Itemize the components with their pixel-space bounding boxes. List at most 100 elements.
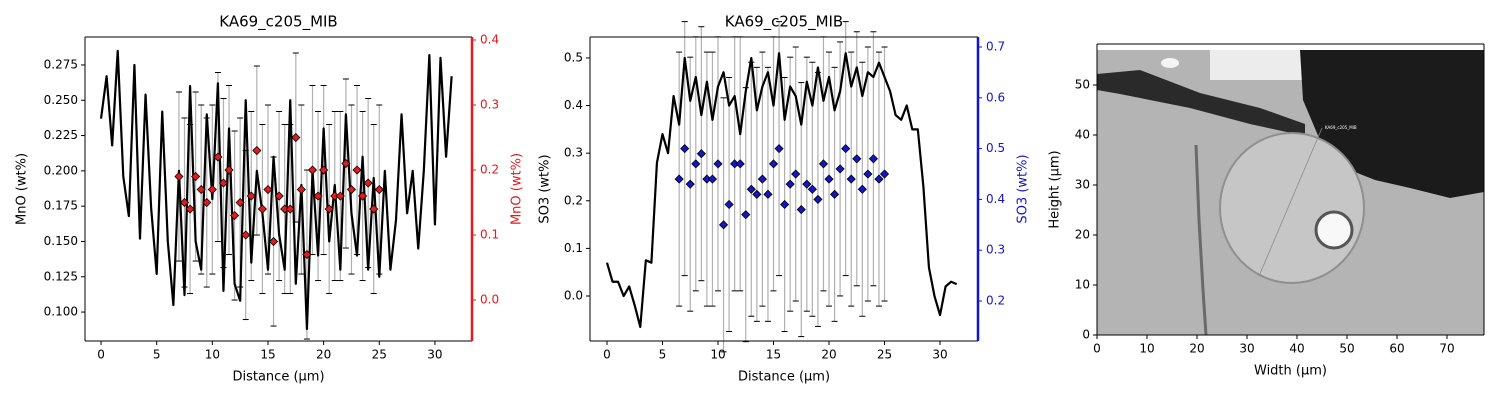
x-tick-label: 0 <box>97 348 105 362</box>
diamond-marker <box>335 191 345 201</box>
chart-title: KA69_c205_MIB <box>219 13 337 32</box>
diamond-marker <box>257 204 267 214</box>
diamond-marker <box>752 189 762 199</box>
diamond-marker <box>207 184 217 195</box>
y2-tick-label: 0.2 <box>986 294 1005 308</box>
y-tick-label: 0.2 <box>564 193 583 207</box>
y-tick-label: 0.275 <box>44 57 78 71</box>
diamond-marker <box>274 191 284 201</box>
x-tick-label: 10 <box>205 348 220 362</box>
diamond-marker <box>707 174 718 184</box>
sem-image: KA69_c205_MIB (SE) KA69_c205_MIB <box>1097 44 1484 335</box>
diamond-marker <box>874 174 884 184</box>
diamond-marker <box>241 230 251 240</box>
diamond-marker <box>285 204 295 214</box>
x-tick-label: 10 <box>710 348 725 362</box>
x-tick-label: 30 <box>932 348 947 362</box>
diamond-marker <box>863 169 873 179</box>
diamond-marker <box>291 132 301 143</box>
diamond-marker <box>218 178 229 188</box>
diamond-marker <box>763 189 773 199</box>
y2-tick-label: 0.7 <box>986 40 1005 54</box>
x-tick-label: 40 <box>1289 342 1304 356</box>
x-axis-label: Width (µm) <box>1254 364 1327 379</box>
y-axis-label: SO3 (wt%) <box>538 154 553 223</box>
x-tick-label: 5 <box>153 348 161 362</box>
y-tick-label: 0.4 <box>564 98 583 112</box>
diamond-marker <box>713 159 723 169</box>
x-axis-label: Distance (µm) <box>738 370 830 385</box>
diamond-marker <box>768 159 779 169</box>
y-tick-label: 20 <box>1075 228 1090 242</box>
chart-title: KA69_c205_MIB <box>725 13 843 32</box>
diamond-marker <box>302 249 312 260</box>
y-tick-label: 10 <box>1075 278 1090 292</box>
image-inclusion <box>1219 132 1365 284</box>
line <box>605 52 958 329</box>
y-tick-label: 30 <box>1075 178 1090 192</box>
x-tick-label: 25 <box>372 348 387 362</box>
y2-tick-label: 0.3 <box>480 98 499 112</box>
diamond-marker <box>230 210 240 221</box>
diamond-marker <box>841 144 851 154</box>
y-tick-label: 0.175 <box>44 199 78 213</box>
diamond-marker <box>352 165 362 175</box>
x-tick-label: 15 <box>766 348 781 362</box>
image-hole <box>1314 210 1354 250</box>
diamond-marker <box>741 210 751 220</box>
diamond-marker <box>791 169 801 179</box>
diamond-marker <box>324 204 334 214</box>
diamond-marker <box>685 179 695 189</box>
diamond-marker <box>680 144 690 154</box>
y2-tick-label: 0.0 <box>480 293 499 307</box>
image-bright-region <box>1210 50 1302 80</box>
diamond-marker <box>246 191 256 201</box>
diamond-marker <box>857 184 867 194</box>
x-axis-label: Distance (µm) <box>232 370 324 385</box>
y2-tick-label: 0.4 <box>480 32 499 46</box>
image-fracture <box>1194 144 1208 335</box>
diamond-marker <box>346 184 357 195</box>
diamond-marker <box>202 197 212 208</box>
y2-tick-label: 0.1 <box>480 228 499 242</box>
diamond-marker <box>824 174 834 184</box>
x-tick-label: 30 <box>427 348 442 362</box>
image-profile-line <box>1258 127 1323 277</box>
y-tick-label: 0.1 <box>564 241 583 255</box>
diamond-marker <box>191 171 201 182</box>
y-tick-label: 50 <box>1075 78 1090 92</box>
x-tick-label: 20 <box>821 348 836 362</box>
diamond-marker <box>830 189 840 199</box>
diamond-marker <box>213 152 223 162</box>
image-spot <box>1161 58 1179 68</box>
diamond-marker <box>319 165 329 175</box>
y2-tick-label: 0.6 <box>986 90 1005 104</box>
x-tick-label: 25 <box>877 348 892 362</box>
image-crack <box>1097 70 1305 136</box>
image-title: KA69_c205_MIB (SE) <box>1269 44 1310 49</box>
x-tick-label: 0 <box>1093 342 1101 356</box>
diamond-marker <box>813 194 823 204</box>
y2-tick-label: 0.5 <box>986 141 1005 155</box>
y-axis-label: MnO (wt%) <box>15 153 30 225</box>
diamond-marker <box>313 191 323 201</box>
diamond-marker <box>868 154 878 164</box>
y2-tick-label: 0.2 <box>480 163 499 177</box>
diamond-marker <box>852 154 862 164</box>
diamond-marker <box>735 159 745 169</box>
diamond-marker <box>252 145 262 156</box>
x-tick-label: 5 <box>659 348 667 362</box>
diamond-marker <box>757 174 767 184</box>
y2-tick-label: 0.4 <box>986 192 1005 206</box>
y-tick-label: 0.3 <box>564 146 583 160</box>
diamond-marker <box>341 158 351 169</box>
diamond-marker <box>224 165 234 175</box>
y-tick-label: 40 <box>1075 128 1090 142</box>
y-tick-label: 0.250 <box>44 93 78 107</box>
diamond-marker <box>374 184 384 195</box>
image-label: KA69_c205_MIB <box>1325 125 1357 130</box>
x-tick-label: 50 <box>1339 342 1354 356</box>
diamond-marker <box>785 179 795 189</box>
y-tick-label: 0.100 <box>44 305 78 319</box>
